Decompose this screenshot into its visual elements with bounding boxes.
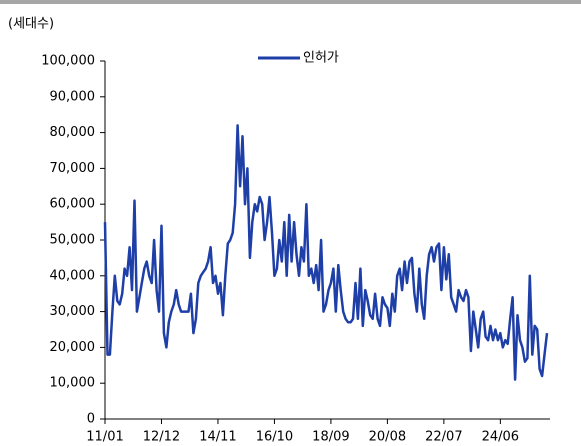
top-bar (0, 0, 581, 4)
x-tick-label: 22/07 (425, 430, 462, 445)
x-tick-label: 16/10 (256, 430, 293, 445)
x-tick-label: 18/09 (312, 430, 349, 445)
y-tick-label: 20,000 (50, 340, 96, 355)
y-tick-label: 70,000 (50, 161, 96, 176)
y-tick-label: 80,000 (50, 125, 96, 140)
x-tick-label: 24/06 (482, 430, 519, 445)
x-tick-label: 14/11 (199, 430, 236, 445)
y-tick-label: 30,000 (50, 304, 96, 319)
y-tick-label: 10,000 (50, 376, 96, 391)
y-tick-label: 0 (87, 412, 95, 427)
legend-label: 인허가 (303, 51, 339, 66)
y-axis-label: (세대수) (8, 17, 54, 32)
y-tick-label: 60,000 (50, 197, 96, 212)
y-tick-label: 40,000 (50, 268, 96, 283)
x-tick-label: 11/01 (86, 430, 123, 445)
y-tick-label: 50,000 (50, 233, 96, 248)
x-tick-label: 12/12 (143, 430, 180, 445)
x-tick-label: 20/08 (369, 430, 406, 445)
series-line (103, 124, 549, 381)
y-tick-label: 90,000 (50, 89, 96, 104)
y-tick-label: 100,000 (41, 54, 95, 69)
